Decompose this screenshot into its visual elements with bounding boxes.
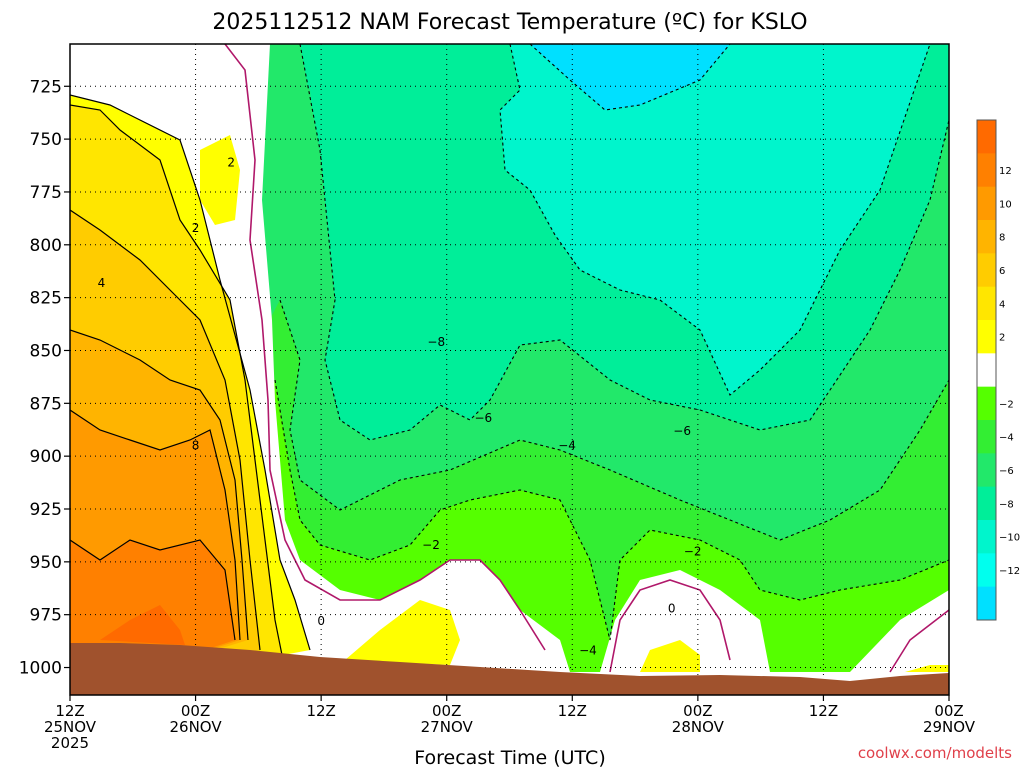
contour-zero-2: [609, 579, 731, 673]
contour-plus8: [70, 329, 249, 641]
filled-contours: [70, 44, 949, 695]
y-tick-label: 950: [30, 553, 62, 573]
fill-plus2-blob-bottom3: [905, 665, 949, 672]
contour-plus6: [70, 209, 261, 651]
x-tick-label: 12Z: [558, 702, 587, 720]
fill-plus2-blob-top: [200, 135, 240, 225]
fill-minus12-region: [530, 44, 730, 110]
contour-label: −4: [579, 644, 597, 658]
colorbar-swatch: [977, 586, 996, 621]
contour-plus10: [70, 409, 241, 641]
colorbar-label: 8: [999, 233, 1005, 244]
colorbar-swatch: [977, 153, 996, 188]
x-tick-label: 27NOV: [421, 718, 474, 736]
x-tick-label: 28NOV: [672, 718, 725, 736]
contour-label: 4: [98, 276, 106, 290]
y-tick-label: 800: [30, 236, 62, 256]
x-axis-title: Forecast Time (UTC): [414, 747, 605, 768]
x-tick-label: 29NOV: [923, 718, 976, 736]
contour-label: −2: [422, 538, 440, 552]
colorbar-swatch: [977, 486, 996, 521]
y-tick-label: 925: [30, 500, 62, 520]
contour-zero: [224, 44, 546, 651]
colorbar-label: 6: [999, 266, 1005, 277]
chart-title: 2025112512 NAM Forecast Temperature (ºC)…: [212, 10, 807, 35]
x-tick-label: 00Z: [934, 702, 963, 720]
x-tick-label: 2025: [51, 734, 89, 752]
contour-label: −8: [427, 335, 445, 349]
colorbar-label: −8: [999, 499, 1014, 510]
y-tick-label: 875: [30, 394, 62, 414]
contour-minus6: [279, 299, 949, 541]
y-tick-label: 725: [30, 77, 62, 97]
colorbar-label: −6: [999, 466, 1014, 477]
colorbar-label: 2: [999, 333, 1005, 344]
fill-plus2-blob-bottom2: [640, 640, 700, 672]
x-tick-label: 12Z: [809, 702, 838, 720]
contour-labels: 2 2 4 8 −8 −6 −4 −6 −2 −2 0 0 −4: [98, 155, 702, 657]
y-tick-label: 825: [30, 289, 62, 309]
colorbar-label: −2: [999, 399, 1014, 410]
colorbar-label: −10: [999, 533, 1020, 544]
y-tick-label: 900: [30, 447, 62, 467]
y-tick-label: 750: [30, 130, 62, 150]
colorbar-swatch: [977, 420, 996, 454]
colorbar-swatch: [977, 386, 996, 421]
x-tick-label: 25NOV: [44, 718, 97, 736]
fill-plus2-blob-bottom: [345, 600, 460, 665]
x-tick-label: 26NOV: [170, 718, 223, 736]
contour-zero-3: [889, 609, 949, 673]
y-axis-ticks: 725 750 775 800 825 850 875 900 925 950 975 1000: [19, 77, 70, 679]
contour-label: 2: [227, 155, 235, 169]
colorbar: 12 10 8 6 4 2 −2 −4 −6 −8 −10 −12: [976, 119, 1020, 621]
colorbar-swatch: [977, 286, 996, 321]
x-tick-label: 00Z: [181, 702, 210, 720]
contour-minus4: [274, 379, 949, 641]
colorbar-swatch: [977, 253, 996, 288]
x-tick-label: 12Z: [306, 702, 335, 720]
y-tick-label: 775: [30, 183, 62, 203]
y-tick-label: 1000: [19, 659, 62, 679]
colorbar-swatch: [977, 186, 996, 221]
y-tick-label: 850: [30, 341, 62, 361]
contour-label: −4: [558, 439, 576, 453]
contour-plus12: [70, 539, 236, 641]
colorbar-swatch: [977, 220, 996, 254]
plot-frame: [69, 43, 950, 696]
fill-plus14-region: [100, 605, 185, 645]
contour-label: 0: [668, 601, 676, 615]
contour-label: −6: [673, 424, 691, 438]
x-tick-label: 12Z: [55, 702, 84, 720]
contour-label: 8: [192, 439, 200, 453]
contour-label: −2: [684, 544, 702, 558]
colorbar-label: −4: [999, 433, 1014, 444]
x-tick-label: 00Z: [432, 702, 461, 720]
contour-minus8: [299, 44, 949, 441]
colorbar-swatch: [977, 520, 996, 554]
colorbar-swatch: [977, 453, 996, 488]
contour-plus2: [70, 94, 311, 651]
x-tick-label: 00Z: [683, 702, 712, 720]
y-tick-label: 975: [30, 606, 62, 626]
terrain: [70, 643, 949, 695]
credit-link[interactable]: coolwx.com/modelts: [858, 744, 1012, 762]
colorbar-swatch: [977, 353, 996, 388]
contour-minus12: [529, 44, 731, 111]
colorbar-label: −12: [999, 566, 1020, 577]
contour-lines: [70, 44, 949, 673]
contour-label: 2: [192, 221, 200, 235]
contour-plus4: [70, 104, 286, 671]
colorbar-swatch: [977, 120, 996, 154]
colorbar-frame: [976, 119, 997, 621]
colorbar-label: 10: [999, 199, 1012, 210]
colorbar-label: 4: [999, 299, 1005, 310]
contour-label: 0: [317, 614, 325, 628]
colorbar-label: 12: [999, 166, 1012, 177]
colorbar-swatch: [977, 320, 996, 354]
colorbar-swatch: [977, 553, 996, 588]
contour-label: −6: [474, 411, 492, 425]
